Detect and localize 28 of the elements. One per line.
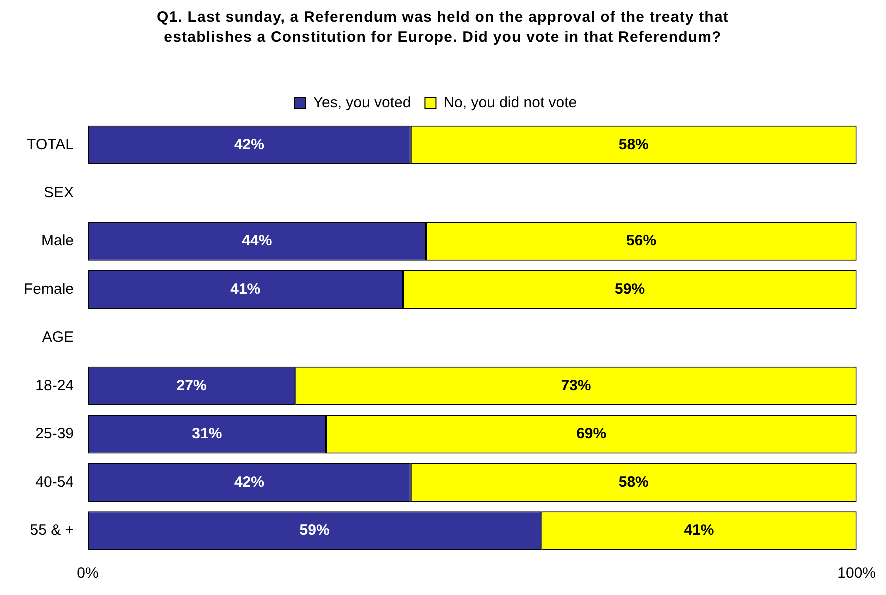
y-tick-label: 25-39 — [36, 426, 74, 443]
y-tick-label: 18-24 — [36, 377, 74, 394]
legend-label: Yes, you voted — [313, 94, 412, 112]
y-tick-label: AGE — [42, 329, 74, 346]
y-tick-label: SEX — [44, 184, 74, 202]
x-tick-label: 100% — [838, 565, 876, 582]
data-label: 41% — [230, 280, 261, 298]
data-label: 42% — [234, 136, 264, 154]
data-label: 59% — [615, 280, 646, 298]
y-tick-label: 55 & + — [30, 522, 74, 540]
y-tick-label: 40-54 — [36, 474, 74, 491]
x-tick-label: 0% — [77, 565, 99, 582]
data-label: 42% — [234, 474, 264, 491]
data-label: 58% — [618, 136, 649, 154]
data-label: 41% — [684, 522, 714, 540]
y-tick-label: TOTAL — [27, 136, 74, 154]
data-label: 31% — [192, 426, 222, 443]
data-label: 58% — [618, 474, 649, 491]
legend-label: No, you did not vote — [444, 94, 578, 112]
data-label: 44% — [242, 232, 272, 250]
data-label: 56% — [626, 232, 657, 250]
chart-title: Q1. Last sunday, a Referendum was held on the approval of the treaty that establishes a Constitution for Europe. Did you vote in that Referendum? — [156, 8, 730, 48]
y-tick-label: Male — [42, 232, 74, 250]
data-label: 73% — [561, 377, 592, 394]
y-tick-label: Female — [24, 280, 74, 298]
data-label: 59% — [300, 522, 330, 540]
data-label: 69% — [576, 426, 607, 443]
data-label: 27% — [176, 377, 207, 394]
